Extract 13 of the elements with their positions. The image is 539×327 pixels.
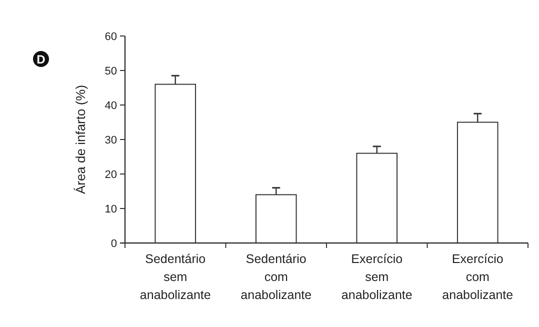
y-tick-label: 20 [104,168,117,181]
y-tick-label: 40 [104,100,117,112]
text: D [36,52,46,66]
x-tick-label: Exercício sem anabolizante [341,252,412,302]
x-tick-label: Exercício com anabolizante [442,252,514,302]
y-tick-label: 60 [104,30,117,43]
y-tick-label: 30 [104,134,117,146]
y-tick-label: 0 [110,238,117,250]
y-tick-label: 10 [104,203,117,216]
y-axis-title: Área de infarto (%) [73,84,88,194]
x-tick-label: Sedentário sem anabolizante [140,252,211,302]
x-tick-label: Sedentário com anabolizante [240,252,312,302]
y-tick-label: 50 [104,65,117,78]
